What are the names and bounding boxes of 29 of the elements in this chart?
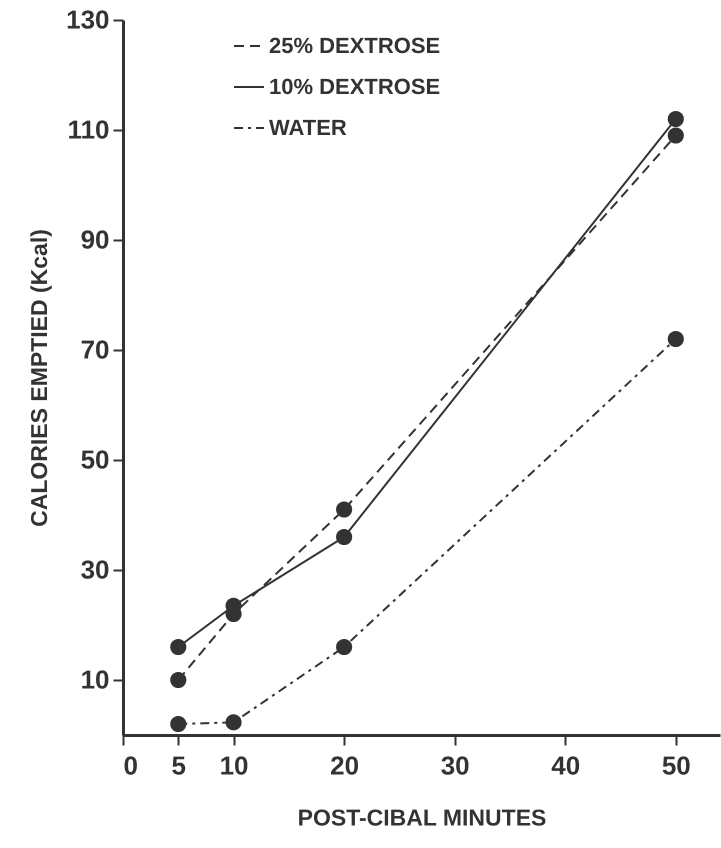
- y-tick-label: 50: [80, 444, 110, 474]
- y-tick-label: 30: [80, 554, 110, 584]
- point: [668, 110, 684, 128]
- x-tick-label: 10: [220, 750, 249, 780]
- point: [170, 638, 186, 656]
- point: [336, 501, 352, 518]
- point: [170, 672, 186, 688]
- x-tick-label: 0: [124, 750, 138, 780]
- y-tick-label: 130: [66, 4, 110, 34]
- y-tick-label: 90: [80, 224, 110, 254]
- y-tick-label: 10: [80, 664, 110, 694]
- y-tick-label: 110: [68, 114, 110, 144]
- x-tick-label: 30: [440, 750, 470, 780]
- point: [668, 127, 684, 144]
- y-tick-label: 70: [80, 334, 110, 364]
- legend-label: 10% DEXTROSE: [269, 74, 440, 99]
- y-axis-title: CALORIES EMPTIED (Kcal): [26, 229, 52, 527]
- legend-label: WATER: [269, 115, 347, 140]
- x-tick-label: 20: [330, 750, 360, 780]
- x-tick-label: 40: [551, 750, 580, 780]
- legend-label: 25% DEXTROSE: [269, 33, 440, 58]
- x-tick-label: 5: [172, 750, 186, 780]
- x-tick-label: 50: [662, 750, 691, 780]
- x-axis-title: POST-CIBAL MINUTES: [298, 804, 546, 830]
- point: [336, 528, 352, 546]
- point: [170, 716, 186, 732]
- point: [225, 714, 242, 730]
- point: [336, 638, 352, 656]
- point: [668, 330, 684, 348]
